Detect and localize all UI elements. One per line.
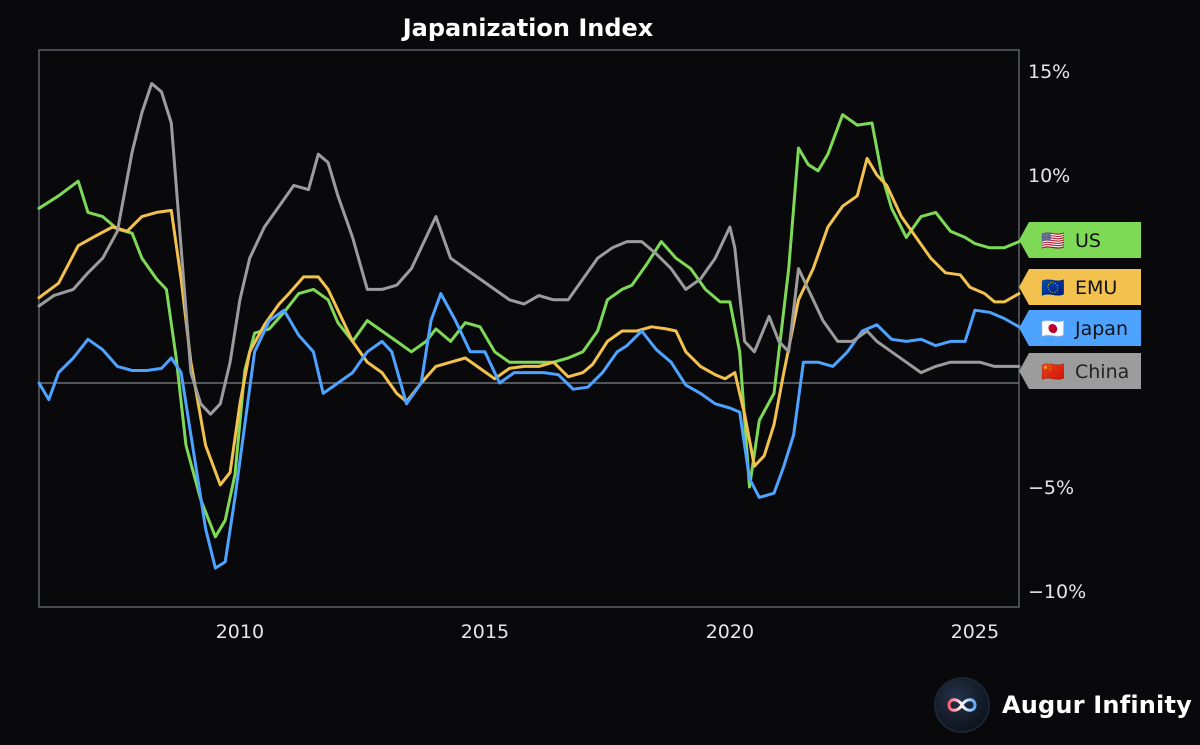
y-tick-label: 15% [1028, 61, 1070, 83]
flag-icon-japan: 🇯🇵 [1041, 318, 1065, 340]
flag-icon-us: 🇺🇸 [1041, 230, 1065, 252]
legend-tag-bg-us [1019, 222, 1141, 258]
legend-tag-bg-china [1019, 353, 1141, 389]
y-tick-label: −5% [1028, 477, 1074, 499]
x-tick-label: 2015 [461, 621, 509, 643]
series-layer [37, 82, 1021, 570]
x-tick-label: 2025 [951, 621, 999, 643]
legend-tag-bg-japan [1019, 310, 1141, 346]
legend-tag-label-china: China [1075, 361, 1129, 383]
legend-tag-label-us: US [1075, 230, 1101, 252]
legend-tag-china: 🇨🇳 China [1019, 353, 1141, 389]
brand: Augur Infinity [935, 679, 1192, 731]
series-line-japan [37, 292, 1021, 570]
legend-tag-label-emu: EMU [1075, 277, 1117, 299]
infinity-icon [935, 679, 988, 731]
legend-tag-us: 🇺🇸 US [1019, 222, 1141, 258]
legend-tag-bg-emu [1019, 269, 1141, 305]
legend-tags: 🇺🇸 US 🇪🇺 EMU 🇯🇵 Japan 🇨🇳 China [1019, 222, 1141, 389]
plot-frame [38, 49, 1020, 608]
legend-tag-japan: 🇯🇵 Japan [1019, 310, 1141, 346]
brand-name: Augur Infinity [1001, 691, 1192, 719]
series-line-emu [37, 156, 1021, 487]
chart-title: Japanization Index [401, 14, 654, 42]
series-line-china [37, 82, 1021, 416]
y-tick-label: 10% [1028, 165, 1070, 187]
x-tick-label: 2020 [706, 621, 754, 643]
series-line-us [37, 113, 1021, 539]
flag-icon-emu: 🇪🇺 [1041, 277, 1065, 299]
legend-tag-label-japan: Japan [1074, 318, 1128, 340]
x-axis: 2010 2015 2020 2025 [216, 621, 999, 643]
legend-tag-emu: 🇪🇺 EMU [1019, 269, 1141, 305]
y-tick-label: −10% [1028, 581, 1086, 603]
x-tick-label: 2010 [216, 621, 264, 643]
flag-icon-china: 🇨🇳 [1041, 361, 1065, 383]
